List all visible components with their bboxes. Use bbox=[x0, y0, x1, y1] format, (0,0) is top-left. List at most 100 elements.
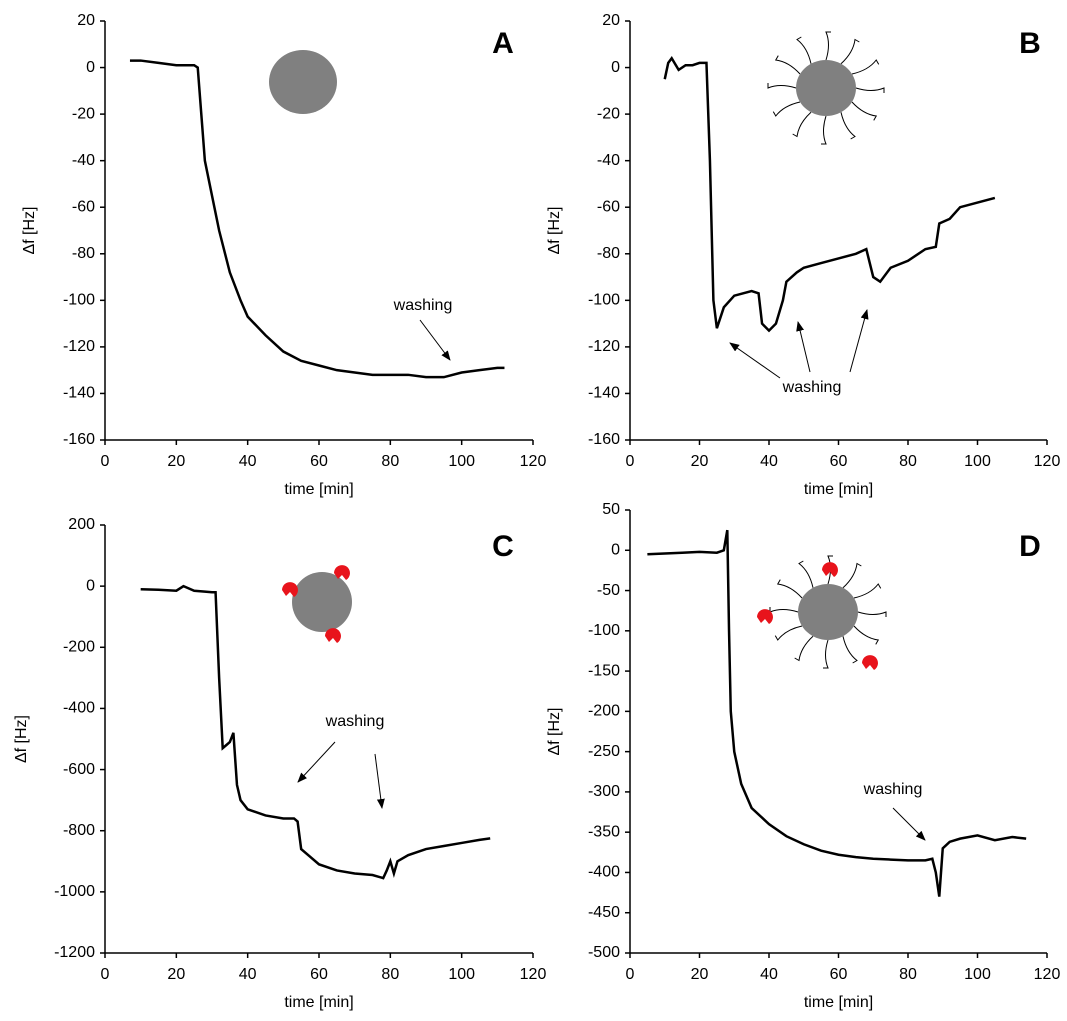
polymer-chain bbox=[792, 111, 812, 138]
y-tick-label: -150 bbox=[588, 662, 620, 679]
polymer-chain bbox=[767, 83, 797, 89]
x-tick-label: 0 bbox=[101, 966, 110, 983]
x-tick-label: 40 bbox=[760, 966, 778, 983]
y-tick-label: -100 bbox=[588, 622, 620, 639]
x-tick-label: 0 bbox=[626, 453, 635, 470]
y-tick-label: -450 bbox=[588, 904, 620, 921]
annotation-arrow bbox=[297, 741, 336, 783]
x-tick-label: 40 bbox=[239, 453, 257, 470]
y-tick-label: 0 bbox=[86, 577, 95, 594]
x-tick-label: 120 bbox=[1034, 966, 1061, 983]
protein-icon bbox=[757, 609, 773, 624]
y-tick-label: -120 bbox=[588, 338, 620, 355]
polymer-chain bbox=[853, 583, 882, 599]
x-tick-label: 60 bbox=[310, 966, 328, 983]
polymer-chain bbox=[851, 101, 878, 121]
y-tick-label: -160 bbox=[63, 431, 95, 448]
polymer-chain bbox=[823, 639, 829, 669]
y-tick-label: -200 bbox=[63, 639, 95, 656]
y-axis-label: Δf [Hz] bbox=[546, 206, 563, 254]
polymer-chain bbox=[853, 625, 880, 645]
annotation-arrow bbox=[419, 319, 451, 361]
x-axis-label: time [min] bbox=[804, 481, 873, 498]
y-tick-label: -1000 bbox=[54, 883, 95, 900]
x-tick-label: 120 bbox=[520, 966, 547, 983]
x-axis-label: time [min] bbox=[284, 481, 353, 498]
x-tick-label: 100 bbox=[448, 453, 475, 470]
y-tick-label: -600 bbox=[63, 761, 95, 778]
polymer-chain bbox=[842, 562, 862, 589]
x-tick-label: 60 bbox=[830, 966, 848, 983]
x-tick-label: 20 bbox=[691, 966, 709, 983]
panel-label: B bbox=[1019, 27, 1041, 60]
x-tick-label: 80 bbox=[899, 453, 917, 470]
polymer-chain bbox=[774, 55, 801, 75]
y-tick-label: -250 bbox=[588, 743, 620, 760]
y-tick-label: -40 bbox=[597, 152, 620, 169]
y-tick-label: 0 bbox=[86, 59, 95, 76]
y-tick-label: -350 bbox=[588, 823, 620, 840]
polymer-chain bbox=[821, 115, 827, 145]
x-tick-label: 0 bbox=[101, 453, 110, 470]
x-tick-label: 80 bbox=[381, 453, 399, 470]
y-tick-label: -1200 bbox=[54, 944, 95, 961]
annotation-arrow bbox=[729, 342, 781, 379]
protein-icon bbox=[862, 655, 878, 670]
annotation-arrow bbox=[374, 753, 385, 809]
y-tick-label: 50 bbox=[602, 501, 620, 518]
polymer-chain bbox=[857, 611, 887, 617]
x-tick-label: 80 bbox=[899, 966, 917, 983]
y-tick-label: -140 bbox=[588, 385, 620, 402]
y-axis-label: Δf [Hz] bbox=[546, 707, 563, 755]
y-tick-label: 0 bbox=[611, 59, 620, 76]
panel-label: D bbox=[1019, 530, 1041, 563]
x-tick-label: 0 bbox=[626, 966, 635, 983]
x-axis-label: time [min] bbox=[804, 994, 873, 1011]
y-tick-label: -100 bbox=[588, 292, 620, 309]
polymer-chain bbox=[774, 625, 803, 641]
annotation-arrow bbox=[796, 321, 811, 373]
y-tick-label: -120 bbox=[63, 338, 95, 355]
x-tick-label: 60 bbox=[830, 453, 848, 470]
particle-icon bbox=[269, 50, 337, 114]
y-tick-label: -300 bbox=[588, 783, 620, 800]
polymer-chain bbox=[825, 31, 831, 61]
polymer-chain bbox=[851, 59, 880, 75]
y-tick-label: 200 bbox=[68, 516, 95, 533]
polymer-chain bbox=[855, 87, 885, 93]
protein-icon bbox=[325, 628, 341, 643]
y-tick-label: 20 bbox=[77, 12, 95, 29]
data-line bbox=[647, 529, 1027, 897]
particle-icon bbox=[798, 584, 858, 640]
x-tick-label: 120 bbox=[520, 453, 547, 470]
y-tick-label: -200 bbox=[588, 703, 620, 720]
y-axis-label: Δf [Hz] bbox=[21, 206, 38, 254]
x-axis-label: time [min] bbox=[284, 994, 353, 1011]
y-axis-label: Δf [Hz] bbox=[13, 715, 30, 763]
polymer-chain bbox=[840, 38, 860, 65]
polymer-chain bbox=[776, 579, 803, 599]
y-tick-label: 20 bbox=[602, 12, 620, 29]
y-tick-label: -100 bbox=[63, 292, 95, 309]
x-tick-label: 100 bbox=[448, 966, 475, 983]
data-line bbox=[663, 55, 996, 333]
x-tick-label: 40 bbox=[760, 453, 778, 470]
y-tick-label: -400 bbox=[63, 700, 95, 717]
y-tick-label: -800 bbox=[63, 822, 95, 839]
polymer-chain bbox=[772, 101, 801, 117]
y-tick-label: -60 bbox=[72, 198, 95, 215]
x-tick-label: 20 bbox=[691, 453, 709, 470]
y-tick-label: 0 bbox=[611, 541, 620, 558]
x-tick-label: 40 bbox=[239, 966, 257, 983]
y-tick-label: -60 bbox=[597, 198, 620, 215]
y-tick-label: -80 bbox=[72, 245, 95, 262]
y-tick-label: -400 bbox=[588, 864, 620, 881]
polymer-chain bbox=[840, 112, 856, 140]
x-tick-label: 100 bbox=[964, 966, 991, 983]
y-tick-label: -160 bbox=[588, 431, 620, 448]
panel-label: A bbox=[492, 27, 514, 60]
protein-icon bbox=[822, 562, 838, 577]
annotation: washing bbox=[782, 379, 842, 396]
annotation-arrow bbox=[849, 309, 869, 373]
